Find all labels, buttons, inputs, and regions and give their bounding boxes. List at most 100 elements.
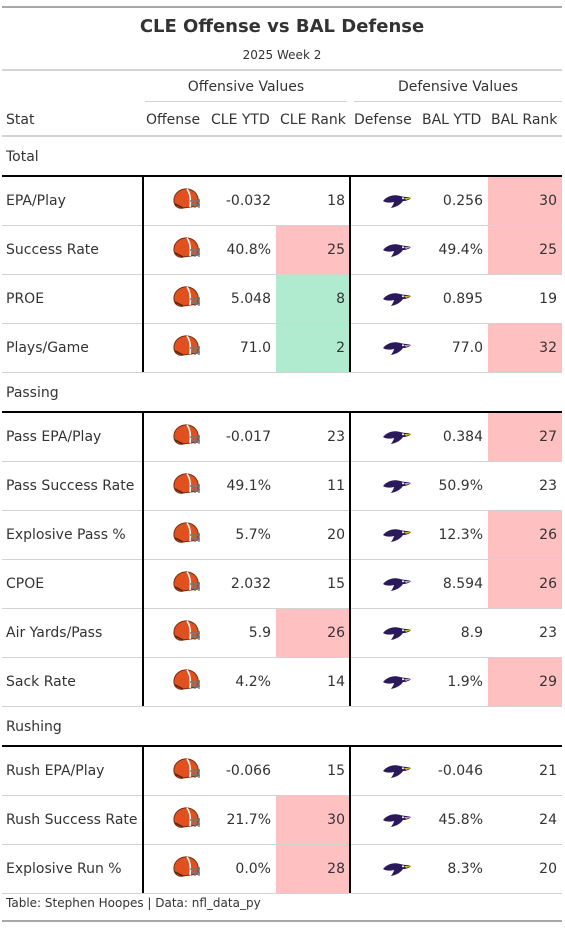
column-header-defense: Defense [354, 112, 412, 128]
spanner-defensive-values: Defensive Values [397, 79, 519, 95]
defense-column-border [349, 747, 351, 894]
cle-rank-value: 15 [327, 576, 345, 592]
bal-rank-value: 26 [488, 511, 562, 559]
bal-rank-value: 32 [488, 324, 562, 372]
offense-column-border [142, 413, 144, 707]
bal-ytd-value: 77.0 [451, 340, 483, 356]
title-divider [2, 69, 562, 71]
table-row: PROE 5.048 8 0.895 19 [2, 275, 562, 324]
group-label: Total [6, 149, 39, 165]
stat-label: Success Rate [6, 242, 99, 258]
cle-rank-value: 15 [327, 763, 345, 779]
table-row: Air Yards/Pass 5.9 26 8.9 23 [2, 609, 562, 658]
bal-rank-value: 24 [539, 812, 557, 828]
browns-helmet-icon [171, 423, 201, 453]
group-end-divider [2, 893, 562, 894]
row-divider [2, 559, 562, 560]
browns-helmet-icon [171, 472, 201, 502]
browns-helmet-icon [171, 668, 201, 698]
cle-rank-value: 26 [276, 609, 350, 657]
cle-rank-value: 25 [276, 226, 350, 274]
ravens-logo-icon [382, 526, 412, 548]
bal-ytd-value: 12.3% [438, 527, 483, 543]
cle-ytd-value: -0.032 [225, 193, 271, 209]
stat-label: Rush Success Rate [6, 812, 138, 828]
bal-ytd-value: 8.3% [447, 861, 483, 877]
ravens-logo-icon [382, 624, 412, 646]
table-subtitle: 2025 Week 2 [242, 48, 322, 62]
ravens-logo-icon [382, 339, 412, 361]
stat-label: Air Yards/Pass [6, 625, 103, 641]
stat-label: CPOE [6, 576, 45, 592]
bal-rank-value: 19 [539, 291, 557, 307]
ravens-logo-icon [382, 192, 412, 214]
bal-rank-value: 26 [488, 560, 562, 608]
row-divider [2, 461, 562, 462]
group-divider [2, 411, 562, 413]
cle-ytd-value: 5.7% [235, 527, 271, 543]
browns-helmet-icon [171, 806, 201, 836]
group-divider [2, 175, 562, 177]
column-header-cle-ytd: CLE YTD [211, 112, 270, 128]
defense-column-border [349, 413, 351, 707]
spanner-defensive-underline [354, 101, 562, 102]
row-divider [2, 274, 562, 275]
bal-rank-value: 27 [488, 413, 562, 461]
bal-ytd-value: 50.9% [438, 478, 483, 494]
ravens-logo-icon [382, 477, 412, 499]
stat-label: Pass Success Rate [6, 478, 135, 494]
ravens-logo-icon [382, 762, 412, 784]
bal-rank-value: 25 [488, 226, 562, 274]
cle-ytd-value: 5.9 [248, 625, 271, 641]
ravens-logo-icon [382, 811, 412, 833]
cle-rank-value: 14 [327, 674, 345, 690]
stat-label: EPA/Play [6, 193, 66, 209]
browns-helmet-icon [171, 521, 201, 551]
row-divider [2, 323, 562, 324]
group-label: Rushing [6, 719, 62, 735]
column-header-bal-ytd: BAL YTD [422, 112, 482, 128]
cle-rank-value: 2 [276, 324, 350, 372]
ravens-logo-icon [382, 575, 412, 597]
ravens-logo-icon [382, 241, 412, 263]
cle-rank-value: 28 [276, 845, 350, 893]
browns-helmet-icon [171, 334, 201, 364]
browns-helmet-icon [171, 285, 201, 315]
group-label: Passing [6, 385, 59, 401]
browns-helmet-icon [171, 236, 201, 266]
table-row: Pass Success Rate 49.1% 11 50.9% 23 [2, 462, 562, 511]
stat-label: Plays/Game [6, 340, 89, 356]
spanner-offensive-underline [145, 101, 347, 102]
table-footer: Table: Stephen Hoopes | Data: nfl_data_p… [6, 896, 261, 910]
table-row: Rush Success Rate 21.7% 30 45.8% 24 [2, 796, 562, 845]
column-header-bal-rank: BAL Rank [491, 112, 558, 128]
group-end-divider [2, 372, 562, 373]
column-header-offense: Offense [146, 112, 201, 128]
cle-rank-value: 11 [327, 478, 345, 494]
ravens-logo-icon [382, 290, 412, 312]
header-divider [2, 135, 562, 137]
cle-ytd-value: 49.1% [226, 478, 271, 494]
table-row: Sack Rate 4.2% 14 1.9% 29 [2, 658, 562, 707]
group-divider [2, 745, 562, 747]
bal-ytd-value: 0.895 [442, 291, 483, 307]
bal-ytd-value: 49.4% [438, 242, 483, 258]
cle-ytd-value: 0.0% [235, 861, 271, 877]
bal-ytd-value: 1.9% [447, 674, 483, 690]
bal-rank-value: 29 [488, 658, 562, 706]
spanner-offensive-values: Offensive Values [187, 79, 305, 95]
cle-rank-value: 23 [327, 429, 345, 445]
row-divider [2, 608, 562, 609]
bal-rank-value: 23 [539, 478, 557, 494]
bal-rank-value: 30 [488, 177, 562, 225]
cle-ytd-value: -0.066 [225, 763, 271, 779]
top-border [2, 6, 562, 8]
stat-label: Rush EPA/Play [6, 763, 105, 779]
table-row: Rush EPA/Play -0.066 15 -0.046 21 [2, 747, 562, 796]
browns-helmet-icon [171, 757, 201, 787]
bal-rank-value: 20 [539, 861, 557, 877]
bal-ytd-value: 8.594 [442, 576, 483, 592]
table-row: Success Rate 40.8% 25 49.4% 25 [2, 226, 562, 275]
offense-column-border [142, 177, 144, 373]
cle-rank-value: 20 [327, 527, 345, 543]
